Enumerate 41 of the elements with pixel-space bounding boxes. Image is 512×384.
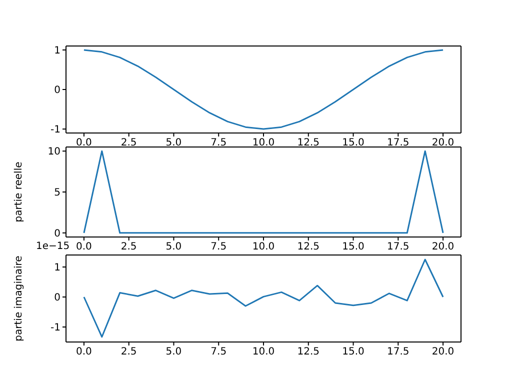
line-series (83, 49, 444, 130)
x-tick-label: 2.5 (120, 242, 137, 253)
x-tick-label: 5.0 (166, 242, 182, 253)
x-tick-label: 7.5 (210, 242, 227, 253)
text: 1e−15 (36, 241, 70, 252)
x-tick-label: 20.0 (432, 242, 454, 253)
y-tick-label: -1 (50, 322, 60, 334)
x-tick-label: 10.0 (252, 346, 275, 358)
y-axis-title: partie imaginaire (14, 256, 25, 342)
y-tick-label: 10 (48, 146, 60, 158)
x-tick-label: 0.0 (76, 138, 92, 149)
x-tick-label: 17.5 (387, 242, 410, 253)
x-tick-label: 20.0 (432, 346, 454, 358)
x-tick-label: 15.0 (342, 242, 364, 253)
y-axis-title: partie reelle (14, 162, 25, 222)
y-tick-label: -1 (50, 124, 60, 136)
x-tick-label: 0.0 (76, 242, 92, 253)
line-series (83, 258, 444, 338)
x-tick-label: 17.5 (387, 138, 410, 149)
y-tick-label: 1 (54, 46, 60, 57)
x-tick-label: 12.5 (297, 346, 320, 358)
y-tick-label: 0 (54, 228, 60, 240)
x-tick-label: 5.0 (166, 346, 182, 358)
x-tick-label: 7.5 (210, 346, 227, 358)
x-tick-label: 10.0 (252, 242, 275, 253)
x-tick-label: 15.0 (342, 138, 364, 149)
x-tick-label: 0.0 (76, 346, 92, 358)
x-tick-label: 5.0 (166, 138, 182, 149)
y-tick-label: 1 (54, 262, 60, 274)
y-tick-label: 5 (54, 188, 60, 199)
y-tick-label: 0 (54, 85, 60, 96)
x-tick-label: 2.5 (120, 346, 137, 358)
x-tick-label: 7.5 (210, 138, 227, 149)
x-tick-label: 15.0 (342, 346, 364, 358)
x-tick-label: 12.5 (297, 138, 320, 149)
x-tick-label: 12.5 (297, 242, 320, 253)
x-tick-label: 2.5 (120, 138, 137, 149)
x-tick-label: 17.5 (387, 346, 410, 358)
x-tick-label: 10.0 (252, 138, 275, 149)
x-tick-label: 20.0 (432, 138, 454, 149)
y-tick-label: 0 (54, 292, 60, 304)
